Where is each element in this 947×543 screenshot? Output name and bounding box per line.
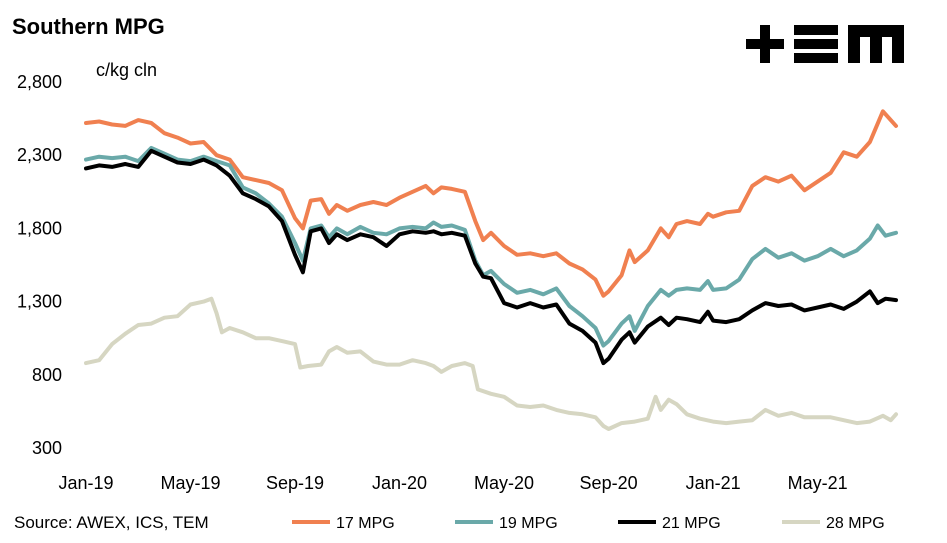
x-tick-label: Sep-20: [580, 473, 638, 493]
y-tick-label: 2,300: [17, 145, 62, 165]
x-tick-label: Jan-19: [58, 473, 113, 493]
tem-logo-graphic: [746, 25, 904, 63]
y-tick-label: 2,800: [17, 72, 62, 92]
x-tick-label: May-21: [788, 473, 848, 493]
y-tick-label: 800: [32, 365, 62, 385]
y-axis-unit: c/kg cln: [96, 60, 158, 80]
legend-label: 17 MPG: [336, 515, 395, 532]
source-note: Source: AWEX, ICS, TEM: [14, 513, 209, 532]
chart-title: Southern MPG: [12, 14, 165, 39]
y-tick-label: 300: [32, 438, 62, 458]
legend: 17 MPG 19 MPG 21 MPG 28 MPG: [292, 515, 885, 532]
x-tick-label: May-20: [474, 473, 534, 493]
x-tick-label: Sep-19: [266, 473, 324, 493]
y-tick-label: 1,800: [17, 218, 62, 238]
y-axis: 300 800 1,300 1,800 2,300 2,800: [17, 72, 62, 458]
series-line-17-mpg: [84, 109, 898, 298]
series-line-19-mpg: [84, 145, 898, 348]
x-tick-label: Jan-20: [372, 473, 427, 493]
tem-logo-icon: [746, 22, 904, 66]
series-line-28-mpg: [84, 296, 898, 431]
legend-label: 28 MPG: [826, 515, 885, 532]
series-line-21-mpg: [84, 148, 898, 366]
legend-label: 21 MPG: [662, 515, 721, 532]
x-tick-label: May-19: [161, 473, 221, 493]
x-axis: Jan-19 May-19 Sep-19 Jan-20 May-20 Sep-20 Jan-…: [58, 473, 847, 493]
x-tick-label: Jan-21: [686, 473, 741, 493]
legend-label: 19 MPG: [499, 515, 558, 532]
series-group: [84, 109, 898, 431]
y-tick-label: 1,300: [17, 292, 62, 312]
